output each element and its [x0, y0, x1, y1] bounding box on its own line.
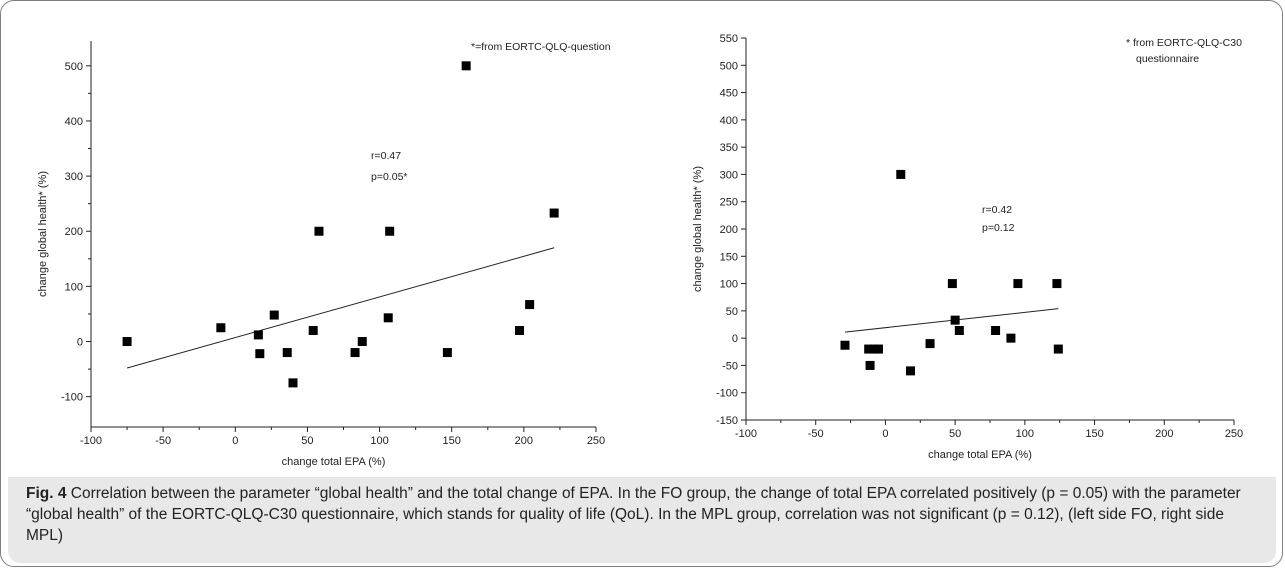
right-data-point — [991, 326, 1001, 336]
left-x-tick-label: -100 — [80, 435, 102, 447]
left-data-point — [288, 378, 298, 388]
right-x-tick-label: -100 — [735, 428, 757, 440]
left-data-point — [357, 337, 367, 347]
left-x-tick-label: -50 — [155, 435, 171, 447]
right-p-annotation: p=0.12 — [982, 222, 1015, 234]
right-y-tick-label: -100 — [716, 388, 738, 400]
left-p-annotation: p=0.05* — [371, 171, 408, 183]
left-data-point — [461, 61, 471, 71]
right-x-tick-label: 100 — [1016, 428, 1034, 440]
right-y-tick-label: 400 — [720, 115, 738, 127]
left-r-annotation: r=0.47 — [371, 150, 401, 162]
left-data-point — [442, 348, 452, 358]
right-data-point — [865, 360, 875, 370]
left-data-point — [525, 300, 535, 310]
right-footnote-annotation: * from EORTC-QLQ-C30 — [1126, 37, 1242, 49]
left-data-point — [308, 326, 318, 335]
left-y-tick-label: 400 — [65, 116, 83, 128]
left-x-tick-label: 100 — [370, 435, 388, 447]
right-scatter-plot: -100 -50 0 50 100 150 200 250-150-100-500501001… — [692, 33, 1243, 461]
right-data-point — [873, 344, 883, 354]
right-y-axis-title: change global health* (%) — [692, 166, 704, 292]
left-data-point — [549, 208, 559, 218]
right-x-tick-label: 200 — [1155, 428, 1173, 440]
right-data-point — [925, 339, 935, 349]
right-y-tick-label: -50 — [722, 360, 738, 372]
left-x-axis-title: change total EPA (%) — [282, 456, 386, 468]
right-data-point — [947, 279, 957, 289]
right-x-tick-label: 250 — [1225, 428, 1243, 440]
left-x-tick-label: 200 — [515, 435, 533, 447]
right-y-tick-label: 300 — [720, 169, 738, 181]
right-data-point — [896, 169, 906, 179]
left-data-point — [269, 310, 279, 320]
left-x-tick-label: 0 — [232, 435, 238, 447]
left-footnote-annotation: *=from EORTC-QLQ-questionnaire — [471, 41, 611, 53]
right-data-point — [906, 366, 916, 376]
right-data-point — [954, 326, 964, 336]
left-y-tick-label: -100 — [61, 392, 83, 404]
left-x-tick-label: 250 — [587, 435, 605, 447]
left-regression-line — [126, 247, 555, 369]
right-x-axis-title: change total EPA (%) — [928, 449, 1032, 461]
right-y-tick-label: 150 — [720, 251, 738, 263]
left-data-point — [383, 313, 393, 323]
right-data-point — [1013, 279, 1023, 289]
right-y-tick-label: 350 — [720, 142, 738, 154]
right-y-tick-label: 50 — [726, 306, 738, 318]
caption-label: Fig. 4 — [26, 485, 67, 502]
right-x-tick-label: -50 — [808, 428, 824, 440]
right-y-tick-label: 250 — [720, 197, 738, 209]
right-y-tick-label: 450 — [720, 88, 738, 100]
left-scatter-plot: -100 -50 0 50 100 150 200 250 -100 0 100 200 300 400 5… — [37, 41, 611, 468]
right-data-point — [950, 315, 960, 325]
right-y-tick-label: 550 — [720, 33, 738, 45]
right-y-tick-label: -150 — [716, 415, 738, 427]
right-x-tick-label: 150 — [1085, 428, 1103, 440]
right-y-tick-label: 100 — [720, 279, 738, 291]
left-x-tick-label: 150 — [443, 435, 461, 447]
left-data-point — [350, 348, 360, 358]
left-data-point — [122, 337, 132, 347]
left-y-tick-label: 300 — [65, 171, 83, 183]
right-y-tick-label: 0 — [732, 333, 738, 345]
right-data-point — [1052, 279, 1062, 289]
left-data-point — [282, 348, 292, 358]
right-footnote-annotation-line2: questionnaire — [1136, 53, 1199, 65]
left-data-point — [216, 323, 226, 333]
left-y-tick-label: 500 — [65, 61, 83, 73]
right-data-point — [864, 344, 874, 354]
right-data-point — [840, 340, 850, 350]
right-y-tick-label: 200 — [720, 224, 738, 236]
left-x-tick-label: 50 — [301, 435, 313, 447]
right-x-tick-label: 50 — [949, 428, 961, 440]
left-data-point — [255, 349, 265, 359]
left-data-point — [515, 326, 525, 335]
right-data-point — [1006, 333, 1016, 343]
left-y-tick-label: 100 — [65, 281, 83, 293]
right-x-tick-label: 0 — [882, 428, 888, 440]
right-data-point — [1053, 344, 1063, 354]
left-data-point — [253, 330, 263, 340]
right-y-tick-label: 500 — [720, 60, 738, 72]
left-y-tick-label: 200 — [65, 226, 83, 238]
left-y-axis-title: change global health* (%) — [37, 171, 49, 297]
caption-text: Correlation between the parameter “globa… — [26, 485, 1241, 544]
left-y-tick-label: 0 — [77, 337, 83, 349]
figure-caption: Fig. 4 Correlation between the parameter… — [8, 477, 1276, 563]
left-data-point — [385, 226, 395, 236]
right-r-annotation: r=0.42 — [982, 204, 1012, 216]
left-data-point — [314, 226, 324, 236]
